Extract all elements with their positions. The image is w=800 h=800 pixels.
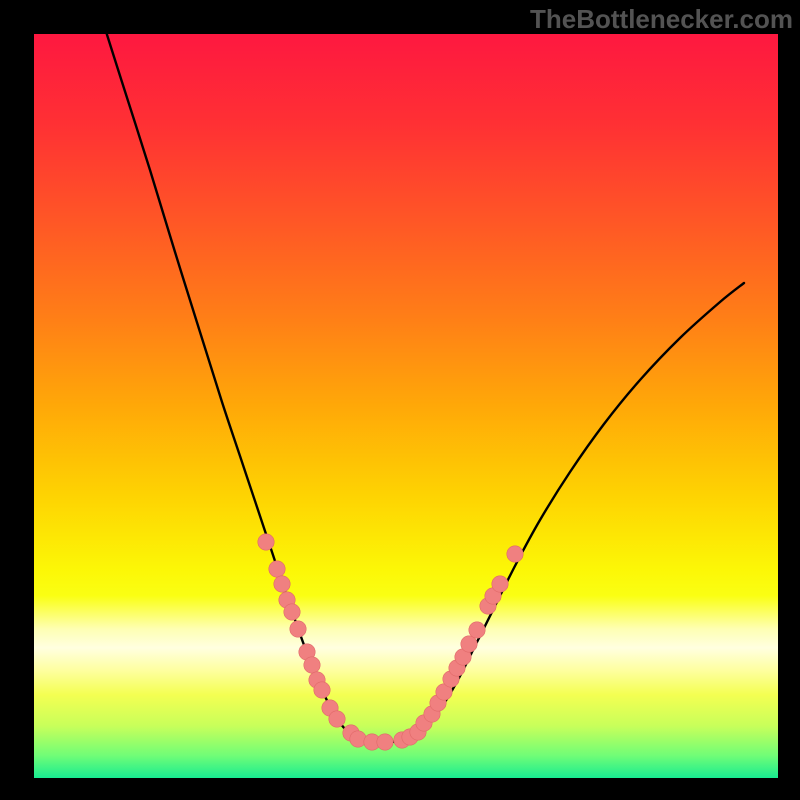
- data-marker: [290, 621, 306, 637]
- data-marker: [314, 682, 330, 698]
- data-marker: [469, 622, 485, 638]
- data-marker: [329, 711, 345, 727]
- data-marker: [377, 734, 393, 750]
- data-marker: [461, 636, 477, 652]
- data-marker: [284, 604, 300, 620]
- data-marker: [269, 561, 285, 577]
- data-marker: [507, 546, 523, 562]
- data-marker: [258, 534, 274, 550]
- watermark-text: TheBottlenecker.com: [530, 4, 793, 35]
- bottleneck-chart: [0, 0, 800, 800]
- data-marker: [350, 731, 366, 747]
- data-marker: [304, 657, 320, 673]
- data-marker: [274, 576, 290, 592]
- data-marker: [492, 576, 508, 592]
- plot-background: [34, 34, 778, 778]
